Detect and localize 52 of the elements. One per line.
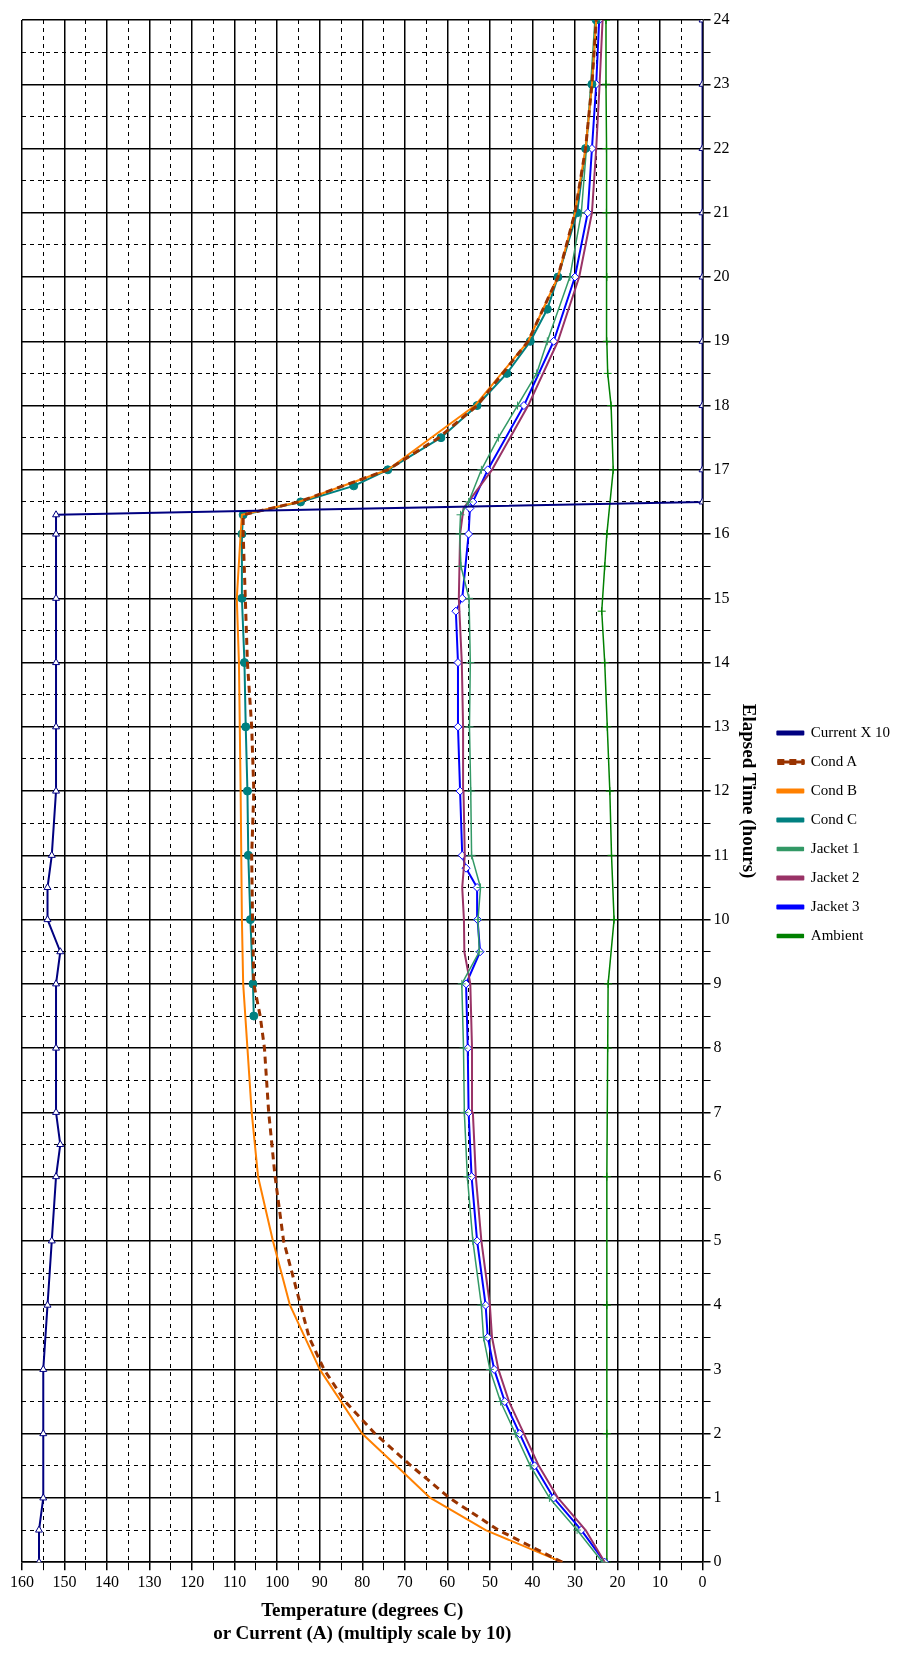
x-tick-label: 150 [52,1573,77,1590]
y-tick-label: 6 [713,1166,722,1184]
x-tick-label: 130 [137,1573,162,1590]
legend-label: Jacket 2 [810,868,860,885]
legend-label: Jacket 3 [810,897,860,914]
y-tick-label: 15 [713,588,730,606]
x-tick-label: 20 [609,1573,626,1590]
y-tick-label: 7 [713,1102,722,1120]
y-tick-label: 23 [713,74,730,92]
y-tick-label: 16 [713,524,730,542]
y-tick-label: 11 [713,845,729,863]
y-tick-label: 17 [713,460,730,478]
y-tick-label: 1 [713,1488,722,1506]
x-axis-title: Temperature (degrees C) or Current (A) (multiply scale by 10) [213,1598,512,1644]
y-tick-label: 9 [713,974,722,992]
x-tick-label: 160 [10,1573,34,1590]
y-tick-label: 8 [713,1038,722,1056]
y-tick-label: 5 [713,1231,722,1249]
legend-label: Cond C [810,810,858,827]
x-tick-label: 120 [180,1573,205,1590]
legend-label: Ambient [810,926,865,943]
x-tick-label: 110 [222,1573,247,1590]
x-tick-label: 140 [95,1573,120,1590]
y-tick-label: 0 [713,1552,722,1570]
x-tick-label: 10 [652,1573,669,1590]
y-tick-label: 12 [713,781,730,799]
legend-label: Cond B [810,781,858,798]
legend-label: Current X 10 [810,723,890,740]
x-tick-label: 60 [439,1573,456,1590]
x-tick-label: 30 [566,1573,583,1590]
y-tick-label: 20 [713,267,730,285]
x-tick-label: 40 [524,1573,541,1590]
x-tick-label: 0 [698,1573,707,1590]
y-tick-label: 3 [713,1359,722,1377]
y-tick-label: 14 [713,652,730,670]
x-tick-label: 90 [311,1573,328,1590]
y-axis-title: Elapsed Time (hours) [738,703,761,879]
x-tick-label: 50 [481,1573,498,1590]
y-tick-label: 18 [713,395,730,413]
y-tick-label: 24 [713,10,730,28]
legend-label: Cond A [810,752,858,769]
y-tick-label: 13 [713,717,730,735]
x-tick-label: 70 [396,1573,413,1590]
y-tick-label: 21 [713,202,730,220]
y-tick-label: 4 [713,1295,722,1313]
y-tick-label: 10 [713,909,730,927]
y-tick-label: 22 [713,138,730,156]
y-tick-label: 19 [713,331,730,349]
y-tick-label: 2 [713,1423,722,1441]
x-tick-label: 80 [354,1573,371,1590]
x-tick-label: 100 [265,1573,290,1590]
legend-label: Jacket 1 [810,839,860,856]
